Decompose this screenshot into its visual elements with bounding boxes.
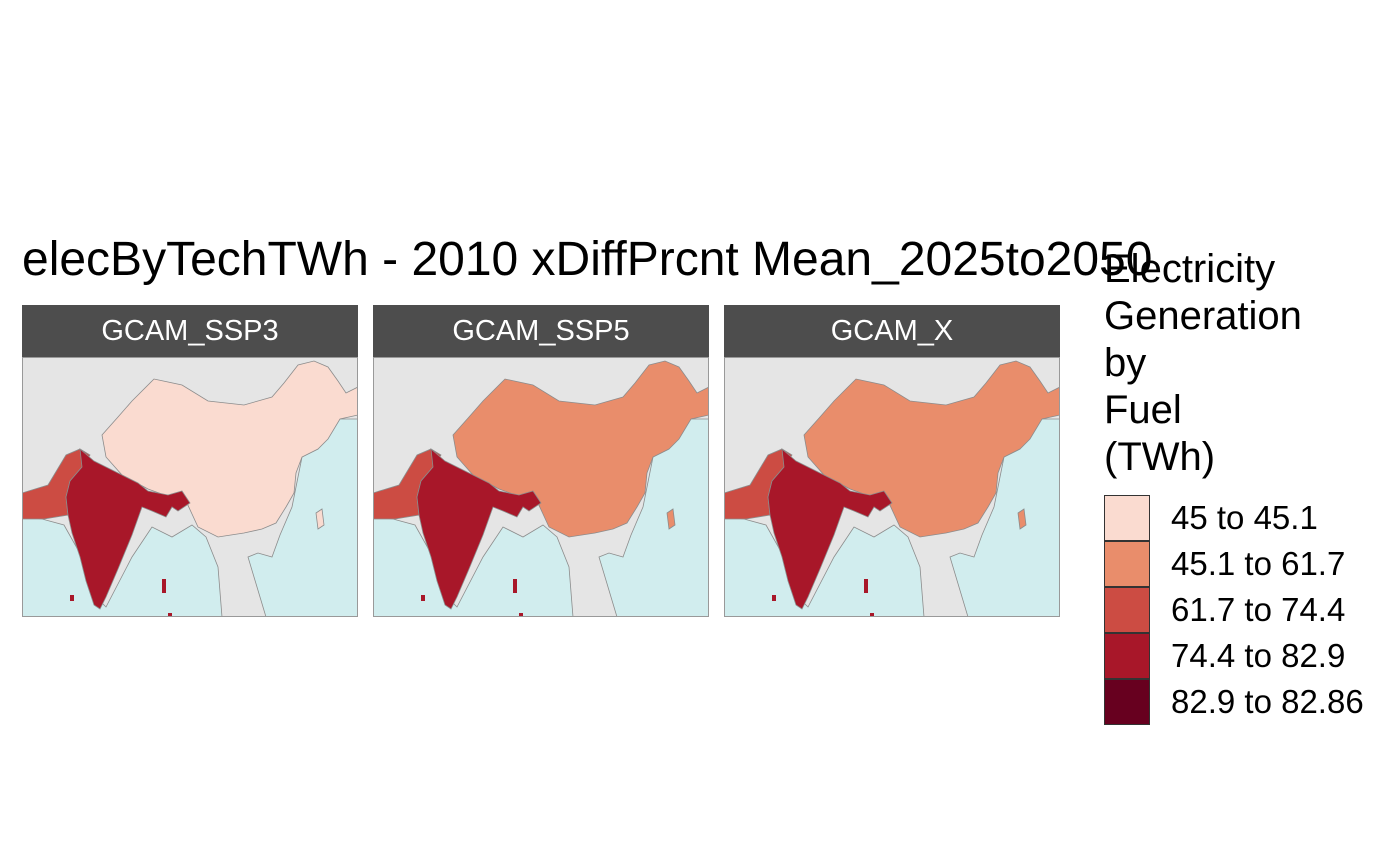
region-island xyxy=(162,579,166,593)
legend-label: 82.9 to 82.86 xyxy=(1171,683,1364,720)
region-india xyxy=(416,448,542,610)
facet-panel-gcam-ssp3: GCAM_SSP3 xyxy=(22,305,358,617)
facet-panel-gcam-x: GCAM_X xyxy=(724,305,1060,617)
legend-swatch xyxy=(1104,495,1150,541)
region-india xyxy=(767,448,893,610)
legend-title-line: by xyxy=(1104,341,1147,385)
legend-entry: 45 to 45.1 xyxy=(1104,495,1318,541)
legend-label: 45.1 to 61.7 xyxy=(1171,545,1346,582)
legend-title: Electricity Generation by Fuel (TWh) xyxy=(1104,246,1302,481)
map-title: elecByTechTWh - 2010 xDiffPrcnt Mean_202… xyxy=(22,233,1153,286)
legend-swatch xyxy=(1104,679,1150,725)
legend-label: 45 to 45.1 xyxy=(1171,499,1318,536)
facet-strip-label: GCAM_SSP3 xyxy=(22,305,358,357)
legend-title-line: Fuel xyxy=(1104,388,1182,432)
facet-map xyxy=(373,357,709,617)
legend-entry: 61.7 to 74.4 xyxy=(1104,587,1345,633)
facet-map xyxy=(724,357,1060,617)
facet-strip-label: GCAM_X xyxy=(724,305,1060,357)
legend-swatch xyxy=(1104,541,1150,587)
panel-frame xyxy=(373,357,709,617)
legend-title-line: Electricity xyxy=(1104,247,1276,291)
region-taiwan xyxy=(666,508,676,530)
legend-title-line: Generation xyxy=(1104,294,1302,338)
map-svg xyxy=(22,357,358,617)
legend-label: 61.7 to 74.4 xyxy=(1171,591,1346,628)
legend-title-line: (TWh) xyxy=(1104,435,1216,479)
region-india xyxy=(65,448,191,610)
legend-entry: 82.9 to 82.86 xyxy=(1104,679,1364,725)
region-taiwan xyxy=(1017,508,1027,530)
panel-frame xyxy=(724,357,1060,617)
facet-strip-label: GCAM_SSP5 xyxy=(373,305,709,357)
region-island xyxy=(70,595,74,601)
map-svg xyxy=(724,357,1060,617)
legend-swatch xyxy=(1104,633,1150,679)
map-svg xyxy=(373,357,709,617)
legend-swatch xyxy=(1104,587,1150,633)
legend-entry: 74.4 to 82.9 xyxy=(1104,633,1345,679)
region-island xyxy=(864,579,868,593)
region-island xyxy=(772,595,776,601)
legend: 45 to 45.1 45.1 to 61.7 61.7 to 74.4 74.… xyxy=(1104,495,1364,725)
panel-frame xyxy=(22,357,358,617)
region-island xyxy=(513,579,517,593)
legend-label: 74.4 to 82.9 xyxy=(1171,637,1346,674)
legend-entry: 45.1 to 61.7 xyxy=(1104,541,1345,587)
facet-panel-gcam-ssp5: GCAM_SSP5 xyxy=(373,305,709,617)
region-taiwan xyxy=(315,508,325,530)
facet-map xyxy=(22,357,358,617)
region-island xyxy=(421,595,425,601)
